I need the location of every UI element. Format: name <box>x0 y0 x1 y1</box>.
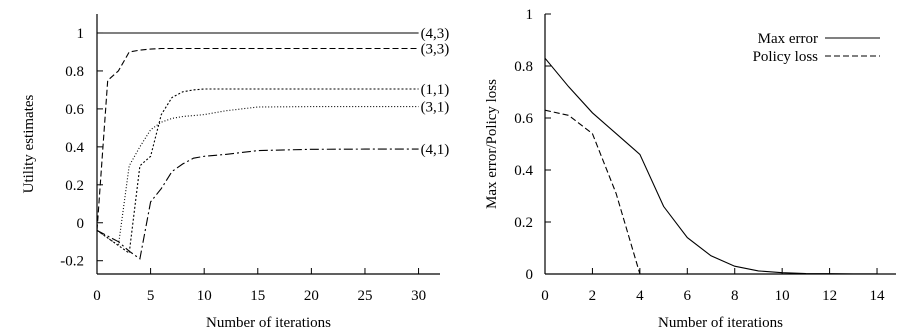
y-tick-label: 0.4 <box>65 140 84 156</box>
series-label-1: (4,3) <box>421 26 450 42</box>
x-tick-label: 14 <box>870 288 886 304</box>
y-tick-label: 0.2 <box>514 215 533 231</box>
y-axis-label: Utility estimates <box>21 94 37 193</box>
series-line-4 <box>96 106 419 247</box>
x-tick-label: 4 <box>636 288 644 304</box>
x-tick-label: 0 <box>541 288 549 304</box>
legend-label-1: Max error <box>758 31 818 47</box>
y-tick-label: 0 <box>77 216 85 232</box>
series-line-5 <box>96 148 419 260</box>
series-line-3 <box>96 88 419 255</box>
series-label-2: (3,3) <box>421 42 450 58</box>
x-tick-label: 30 <box>411 288 426 304</box>
x-tick-label: 25 <box>357 288 372 304</box>
x-tick-label: 15 <box>250 288 265 304</box>
legend-label-2: Policy loss <box>753 49 819 65</box>
x-tick-label: 6 <box>684 288 692 304</box>
series-label-5: (4,1) <box>421 142 450 158</box>
y-tick-label: 0.6 <box>65 102 84 118</box>
series-line-2 <box>544 109 641 275</box>
y-tick-label: 0.6 <box>514 111 533 127</box>
series-line-1 <box>544 57 877 275</box>
y-tick-label: 0.4 <box>514 163 533 179</box>
x-tick-label: 2 <box>589 288 597 304</box>
x-tick-label: 8 <box>731 288 739 304</box>
y-tick-label: 1 <box>526 7 534 23</box>
series-label-4: (3,1) <box>421 100 450 116</box>
y-tick-label: 0.8 <box>514 59 533 75</box>
y-tick-label: 0 <box>526 267 534 283</box>
x-tick-label: 12 <box>822 288 837 304</box>
x-axis-label: Number of iterations <box>658 315 783 331</box>
x-tick-label: 20 <box>304 288 319 304</box>
y-tick-label: 0.2 <box>65 178 84 194</box>
series-line-2 <box>96 47 419 231</box>
series-label-3: (1,1) <box>421 82 450 98</box>
y-tick-label: -0.2 <box>60 254 84 270</box>
x-tick-label: 10 <box>775 288 790 304</box>
x-axis-label: Number of iterations <box>206 315 331 331</box>
x-tick-label: 5 <box>147 288 155 304</box>
x-tick-label: 0 <box>93 288 101 304</box>
y-tick-label: 1 <box>77 26 85 42</box>
y-axis-label: Max error/Policy loss <box>484 79 500 209</box>
x-tick-label: 10 <box>197 288 212 304</box>
y-tick-label: 0.8 <box>65 64 84 80</box>
